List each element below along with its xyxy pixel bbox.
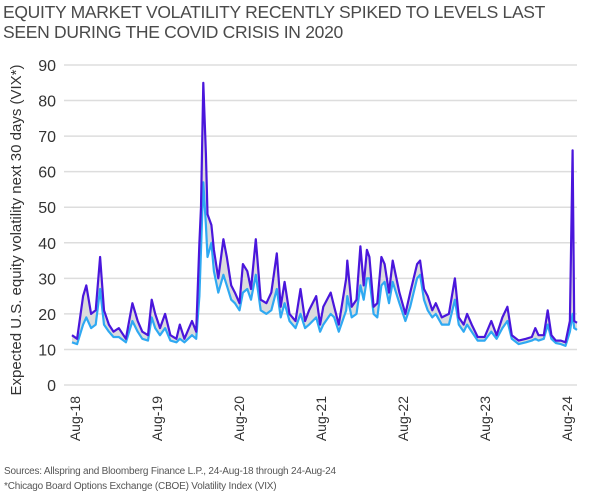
chart-title: EQUITY MARKET VOLATILITY RECENTLY SPIKED…	[3, 2, 545, 42]
y-tick-label: 70	[38, 129, 56, 146]
y-tick-label: 0	[47, 378, 56, 395]
series-lower-line	[71, 181, 578, 347]
y-tick-label: 40	[38, 236, 56, 253]
x-tick-label: Aug-24	[559, 396, 575, 441]
y-tick-labels: 0 10 20 30 40 50 60 70 80 90	[38, 58, 56, 395]
y-tick-label: 80	[38, 94, 56, 111]
vix-definition-note: *Chicago Board Options Exchange (CBOE) V…	[4, 481, 277, 492]
x-tick-label: Aug-23	[477, 396, 493, 441]
y-tick-label: 10	[38, 342, 56, 359]
y-tick-label: 90	[38, 58, 56, 75]
x-tick-label: Aug-19	[149, 396, 165, 441]
x-tick-labels: Aug-18 Aug-19 Aug-20 Aug-21 Aug-22 Aug-23 Aug-…	[67, 396, 575, 441]
sources-note: Sources: Allspring and Bloomberg Finance…	[4, 466, 336, 477]
y-tick-label: 50	[38, 200, 56, 217]
y-tick-label: 30	[38, 271, 56, 288]
x-tick-label: Aug-21	[313, 396, 329, 441]
y-axis-label: Expected U.S. equity volatility next 30 …	[8, 64, 25, 396]
x-tick-label: Aug-18	[67, 396, 83, 441]
x-tick-label: Aug-22	[395, 396, 411, 441]
y-tick-label: 60	[38, 165, 56, 182]
x-tick-label: Aug-20	[231, 396, 247, 441]
series-upper-line	[71, 81, 578, 344]
y-tick-label: 20	[38, 307, 56, 324]
